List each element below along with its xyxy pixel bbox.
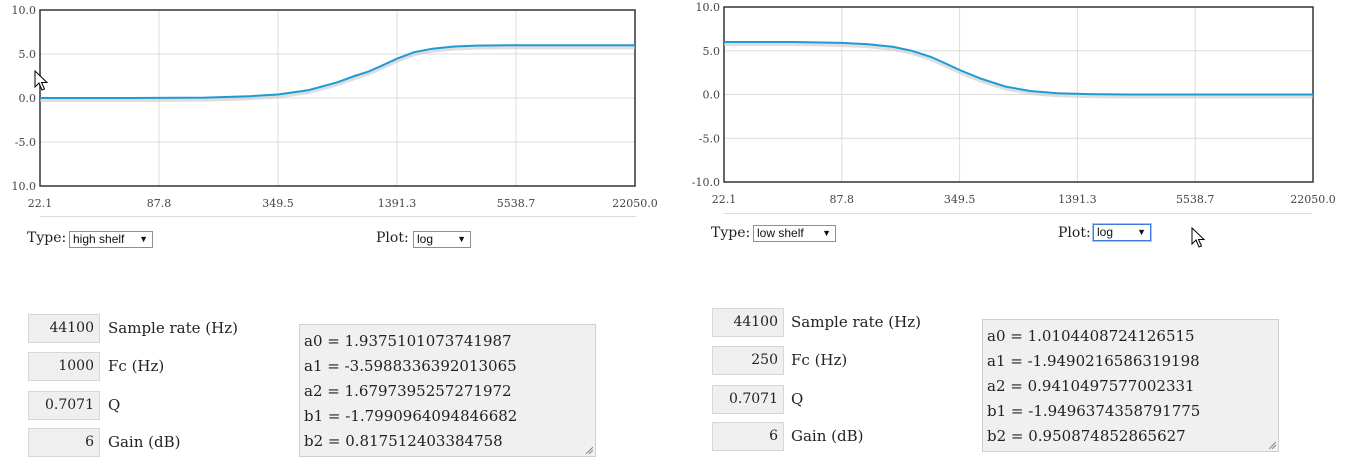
sample-rate-label: Sample rate (Hz) [791,313,921,331]
y-tick-label: -5.0 [15,136,36,149]
mouse-cursor-icon [1191,227,1206,248]
response-curve-shadow [40,45,635,102]
type-select-value: high shelf [73,232,125,246]
fc-label: Fc (Hz) [791,351,848,369]
y-tick-label: 10.0 [12,4,37,17]
right-filter-panel: 22.1 87.8 349.5 1391.3 5538.7 22050.0 10.0 5.0 0… [688,0,1348,457]
type-label: Type: [27,230,67,246]
x-tick-label: 349.5 [262,197,294,210]
plot-select[interactable]: log ▼ [1093,224,1151,241]
coefficient-b2: b2 = 0.950874852865627 [987,427,1186,445]
q-label: Q [791,390,804,408]
dropdown-arrow-icon: ▼ [139,234,148,244]
fc-input[interactable]: 1000 [28,352,100,381]
sample-rate-label: Sample rate (Hz) [108,319,238,337]
x-tick-label: 349.5 [944,193,976,206]
dropdown-arrow-icon: ▼ [1137,227,1146,237]
gain-label: Gain (dB) [791,427,864,445]
coefficient-b1: b1 = -1.9496374358791775 [987,402,1201,420]
coefficients-textarea[interactable]: a0 = 1.0104408724126515 a1 = -1.94902165… [982,319,1279,452]
coefficient-b1: b1 = -1.7990964094846682 [304,407,518,425]
coefficient-a0: a0 = 1.0104408724126515 [987,327,1195,345]
q-input[interactable]: 0.7071 [28,391,100,420]
x-tick-label: 22050.0 [612,197,658,210]
x-tick-label: 5538.7 [497,197,536,210]
sample-rate-input[interactable]: 44100 [712,308,784,337]
chart-divider [724,213,1312,214]
type-select[interactable]: low shelf ▼ [753,225,836,242]
x-tick-label: 22.1 [712,193,737,206]
x-tick-label: 87.8 [830,193,855,206]
resize-grip-icon[interactable] [585,446,593,454]
response-curve-line [724,41,1313,96]
resize-grip-icon[interactable] [1268,441,1276,449]
mouse-cursor-icon [34,70,49,91]
plot-label: Plot: [1058,225,1091,241]
gain-input[interactable]: 6 [28,428,100,457]
y-tick-label: 0.0 [703,89,721,102]
x-tick-label: 1391.3 [378,197,417,210]
sample-rate-input[interactable]: 44100 [28,314,100,343]
type-select-value: low shelf [757,226,804,240]
plot-select-value: log [417,232,434,246]
fc-input[interactable]: 250 [712,346,784,375]
y-tick-label: 5.0 [19,48,37,61]
frequency-response-chart: 22.1 87.8 349.5 1391.3 5538.7 22050.0 10.0 5.0 0… [12,4,658,210]
plot-label: Plot: [376,230,409,246]
x-tick-label: 5538.7 [1176,193,1215,206]
dropdown-arrow-icon: ▼ [822,228,831,238]
coefficient-a0: a0 = 1.9375101073741987 [304,332,512,350]
coefficient-a1: a1 = -3.5988336392013065 [304,357,517,375]
fc-label: Fc (Hz) [108,357,165,375]
y-tick-label: 10.0 [696,1,721,14]
q-input[interactable]: 0.7071 [712,385,784,414]
x-tick-label: 22050.0 [1290,193,1336,206]
coefficient-b2: b2 = 0.817512403384758 [304,432,503,450]
type-label: Type: [711,225,751,241]
coefficient-a2: a2 = 0.9410497577002331 [987,377,1195,395]
y-tick-label: 10.0 [12,180,37,193]
coefficient-a1: a1 = -1.9490216586319198 [987,352,1200,370]
coefficient-a2: a2 = 1.6797395257271972 [304,382,512,400]
x-tick-label: 1391.3 [1058,193,1097,206]
y-tick-label: 5.0 [703,45,721,58]
left-filter-panel: 22.1 87.8 349.5 1391.3 5538.7 22050.0 10.0 5.0 0… [0,0,660,457]
gain-label: Gain (dB) [108,433,181,451]
q-label: Q [108,396,121,414]
y-tick-label: -5.0 [699,132,720,145]
frequency-response-chart: 22.1 87.8 349.5 1391.3 5538.7 22050.0 10.0 5.0 0… [692,1,1336,206]
gain-input[interactable]: 6 [712,422,784,451]
x-tick-label: 22.1 [28,197,53,210]
response-curve-shadow [724,42,1313,99]
y-tick-label: -10.0 [692,176,720,189]
chart-divider [40,216,636,217]
dropdown-arrow-icon: ▼ [457,234,466,244]
response-curve-line [40,44,635,99]
plot-select-value: log [1097,225,1114,239]
type-select[interactable]: high shelf ▼ [69,231,153,248]
x-tick-label: 87.8 [147,197,172,210]
plot-select[interactable]: log ▼ [413,231,471,248]
y-tick-label: 0.0 [19,92,37,105]
coefficients-textarea[interactable]: a0 = 1.9375101073741987 a1 = -3.59883363… [299,324,596,457]
